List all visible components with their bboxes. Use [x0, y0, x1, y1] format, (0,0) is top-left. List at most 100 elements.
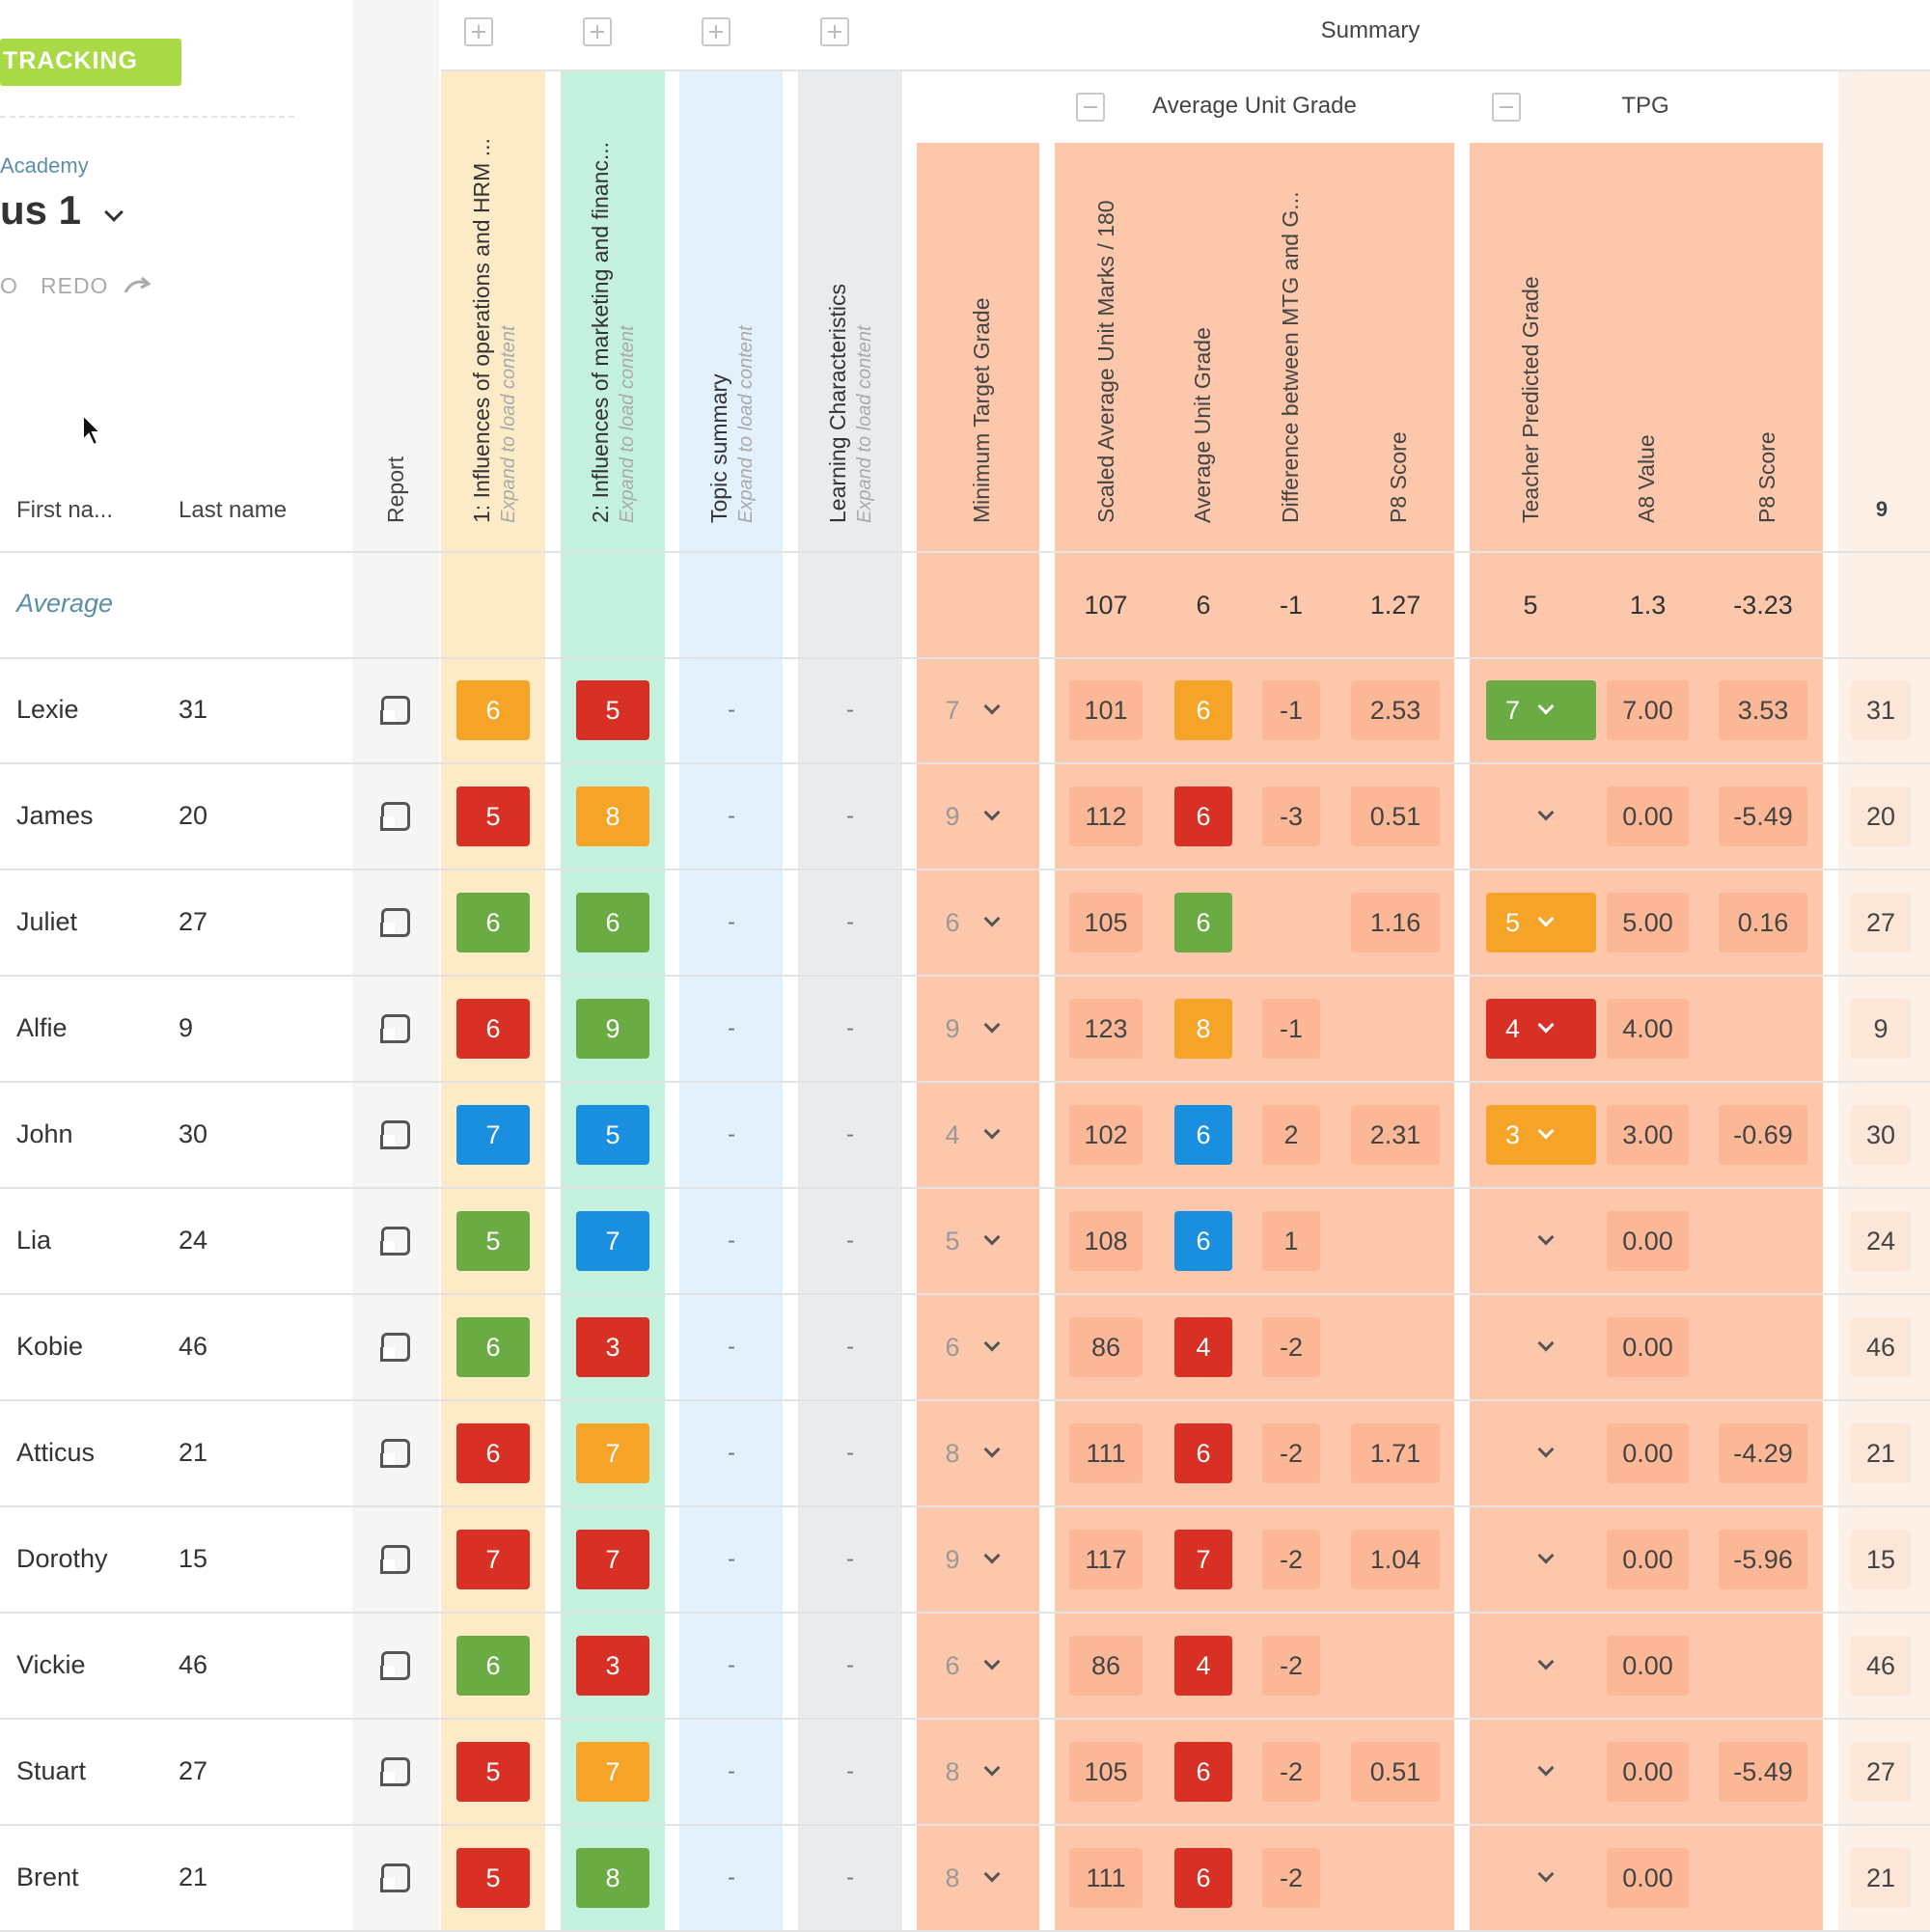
unit1-header[interactable]: 1: Influences of operations and HRM ... E…	[469, 138, 519, 523]
average-scaled: 107	[1084, 590, 1128, 620]
unit1-grade-badge[interactable]: 7	[456, 1530, 530, 1589]
tpg-badge[interactable]: 4	[1486, 999, 1596, 1059]
report-icon[interactable]	[380, 696, 410, 725]
mtg-value[interactable]: 9	[945, 801, 960, 831]
difference-cell: -2	[1262, 1636, 1320, 1696]
tracking-label: TRACKING	[3, 47, 138, 74]
unit1-grade-badge[interactable]: 6	[456, 1636, 530, 1696]
first-name-cell: James	[16, 801, 94, 830]
tpg-badge[interactable]: 7	[1486, 680, 1596, 740]
average-row-border	[0, 657, 1930, 659]
unit2-grade-badge[interactable]: 5	[576, 1105, 649, 1165]
mtg-value[interactable]: 6	[945, 1650, 960, 1680]
mtg-value[interactable]: 7	[945, 695, 960, 725]
report-icon[interactable]	[380, 908, 410, 937]
last-name-cell: 21	[179, 1438, 208, 1467]
a8-value-cell: 0.00	[1607, 787, 1689, 846]
report-icon[interactable]	[380, 1014, 410, 1043]
learning-cell: -	[846, 909, 854, 935]
report-icon[interactable]	[380, 1439, 410, 1468]
difference-cell: -2	[1262, 1742, 1320, 1802]
avg-grade-badge: 6	[1174, 787, 1232, 846]
cohort-selector[interactable]: us 1	[0, 187, 82, 233]
unit2-grade-badge[interactable]: 6	[576, 893, 649, 952]
p8b-score-cell: -4.29	[1719, 1423, 1807, 1483]
report-icon[interactable]	[380, 1863, 410, 1892]
avg-grade-badge: 4	[1174, 1317, 1232, 1377]
unit2-grade-badge[interactable]: 7	[576, 1530, 649, 1589]
school-name[interactable]: Academy	[0, 153, 89, 178]
tpg-badge[interactable]: 3	[1486, 1105, 1596, 1165]
expand-unit2-button[interactable]	[583, 17, 612, 46]
scaled-marks-cell: 86	[1069, 1636, 1143, 1696]
undo-button[interactable]: O	[0, 273, 18, 298]
expand-unit1-button[interactable]	[464, 17, 493, 46]
unit2-grade-badge[interactable]: 8	[576, 787, 649, 846]
row-border	[0, 1612, 1930, 1614]
mtg-value[interactable]: 6	[945, 1332, 960, 1362]
collapse-avg-grade-button[interactable]	[1076, 93, 1105, 122]
scaled-marks-cell: 102	[1069, 1105, 1143, 1165]
unit2-grade-badge[interactable]: 3	[576, 1317, 649, 1377]
mtg-value[interactable]: 8	[945, 1756, 960, 1786]
report-icon[interactable]	[380, 1545, 410, 1574]
first-name-cell: John	[16, 1119, 73, 1148]
unit2-grade-badge[interactable]: 3	[576, 1636, 649, 1696]
tpg-badge[interactable]: 5	[1486, 893, 1596, 952]
unit2-grade-badge[interactable]: 7	[576, 1211, 649, 1271]
report-icon[interactable]	[380, 1757, 410, 1786]
report-icon[interactable]	[380, 802, 410, 831]
topic-summary-cell: -	[728, 1228, 735, 1254]
mtg-value[interactable]: 5	[945, 1226, 960, 1256]
unit1-grade-badge[interactable]: 5	[456, 1848, 530, 1908]
mouse-cursor-icon	[82, 413, 103, 447]
expand-topic-button[interactable]	[702, 17, 731, 46]
report-icon[interactable]	[380, 1333, 410, 1362]
mtg-value[interactable]: 8	[945, 1863, 960, 1892]
collapse-tpg-button[interactable]	[1492, 93, 1521, 122]
p8-score-cell: 1.71	[1351, 1423, 1440, 1483]
unit2-header[interactable]: 2: Influences of marketing and financ...…	[588, 141, 638, 523]
last-column-cell: 15	[1851, 1530, 1911, 1589]
last-name-header[interactable]: Last name	[179, 497, 288, 523]
first-name-cell: Juliet	[16, 907, 78, 936]
mtg-value[interactable]: 9	[945, 1544, 960, 1574]
unit1-grade-badge[interactable]: 6	[456, 680, 530, 740]
unit1-grade-badge[interactable]: 6	[456, 1423, 530, 1483]
unit1-grade-badge[interactable]: 6	[456, 893, 530, 952]
report-icon[interactable]	[380, 1651, 410, 1680]
expand-learning-button[interactable]	[820, 17, 849, 46]
last-name-cell: 30	[179, 1119, 208, 1148]
report-icon[interactable]	[380, 1227, 410, 1256]
learning-header[interactable]: Learning Characteristics Expand to load c…	[825, 283, 875, 523]
unit2-grade-badge[interactable]: 7	[576, 1423, 649, 1483]
mtg-value[interactable]: 6	[945, 907, 960, 937]
unit1-grade-badge[interactable]: 5	[456, 1211, 530, 1271]
unit1-grade-badge[interactable]: 5	[456, 787, 530, 846]
scaled-marks-cell: 111	[1069, 1848, 1143, 1908]
unit2-grade-badge[interactable]: 9	[576, 999, 649, 1059]
unit1-grade-badge[interactable]: 7	[456, 1105, 530, 1165]
unit1-grade-badge[interactable]: 5	[456, 1742, 530, 1802]
avg-grade-group-header: Average Unit Grade	[1152, 93, 1357, 119]
redo-icon[interactable]	[123, 275, 153, 296]
scaled-marks-cell: 111	[1069, 1423, 1143, 1483]
mtg-value[interactable]: 9	[945, 1013, 960, 1043]
a8-header: A8 Value	[1634, 434, 1659, 523]
chevron-down-icon[interactable]	[104, 203, 124, 222]
last-name-cell: 20	[179, 801, 208, 830]
unit2-grade-badge[interactable]: 5	[576, 680, 649, 740]
redo-button[interactable]: REDO	[41, 273, 109, 298]
a8-value-cell: 0.00	[1607, 1211, 1689, 1271]
topic-summary-header[interactable]: Topic summary Expand to load content	[706, 325, 757, 523]
unit2-grade-badge[interactable]: 7	[576, 1742, 649, 1802]
unit1-grade-badge[interactable]: 6	[456, 1317, 530, 1377]
report-icon[interactable]	[380, 1120, 410, 1149]
first-name-header[interactable]: First na...	[16, 497, 114, 523]
scaled-marks-cell: 86	[1069, 1317, 1143, 1377]
unit2-grade-badge[interactable]: 8	[576, 1848, 649, 1908]
learning-cell: -	[846, 1334, 854, 1360]
mtg-value[interactable]: 4	[945, 1119, 960, 1149]
unit1-grade-badge[interactable]: 6	[456, 999, 530, 1059]
mtg-value[interactable]: 8	[945, 1438, 960, 1468]
